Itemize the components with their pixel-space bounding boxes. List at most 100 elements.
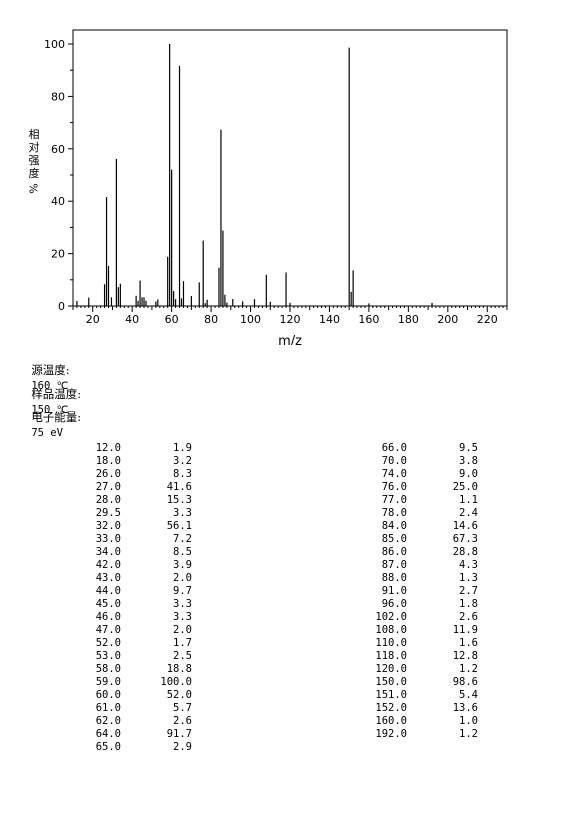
peak-abundance: 8.3: [173, 468, 192, 480]
peak-mz: 61.0: [95, 702, 121, 714]
peak-mz: 85.0: [381, 533, 407, 545]
sample-temperature: 样品温度: 150 ℃: [24, 372, 81, 416]
peak-table-row: 74.0 9.0: [374, 468, 478, 481]
peak-abundance: 1.2: [459, 728, 478, 740]
y-axis-label-unit: %: [27, 183, 41, 194]
peak-mz: 47.0: [95, 624, 121, 636]
peak-table-row: 34.0 8.5: [88, 546, 192, 559]
peak-table-row: 28.0 15.3: [88, 494, 192, 507]
peak-table-row: 52.0 1.7: [88, 637, 192, 650]
peak-abundance: 100.0: [160, 676, 192, 688]
peak-table-row: 46.0 3.3: [88, 611, 192, 624]
peak-mz: 42.0: [95, 559, 121, 571]
y-axis-label-char: 对: [28, 141, 40, 154]
peak-mz: 120.0: [375, 663, 407, 675]
peak-mz: 150.0: [375, 676, 407, 688]
peak-table-left: 12.0 1.9 18.0 3.2 26.0 8.3 27.0 41.6 28.0 15.3 29.…: [88, 442, 192, 754]
peak-table-right: 66.0 9.5 70.0 3.8 74.0 9.0 76.0 25.0 77.0 1.1 78.0…: [374, 442, 478, 741]
peak-abundance: 8.5: [173, 546, 192, 558]
peak-abundance: 91.7: [166, 728, 192, 740]
peak-abundance: 28.8: [452, 546, 478, 558]
peak-abundance: 13.6: [452, 702, 478, 714]
peak-table-row: 96.0 1.8: [374, 598, 478, 611]
peak-mz: 152.0: [375, 702, 407, 714]
peak-mz: 53.0: [95, 650, 121, 662]
peak-abundance: 3.3: [173, 598, 192, 610]
y-tick-label: 100: [44, 38, 65, 51]
peak-mz: 45.0: [95, 598, 121, 610]
peak-table-row: 70.0 3.8: [374, 455, 478, 468]
peak-table-row: 60.0 52.0: [88, 689, 192, 702]
peak-abundance: 7.2: [173, 533, 192, 545]
peak-mz: 60.0: [95, 689, 121, 701]
peak-abundance: 1.1: [459, 494, 478, 506]
peak-abundance: 1.8: [459, 598, 478, 610]
peak-table-row: 77.0 1.1: [374, 494, 478, 507]
peak-table-row: 64.0 91.7: [88, 728, 192, 741]
peak-bars: [76, 44, 433, 306]
peak-abundance: 1.0: [459, 715, 478, 727]
peak-abundance: 52.0: [166, 689, 192, 701]
peak-table-row: 47.0 2.0: [88, 624, 192, 637]
peak-table-row: 120.0 1.2: [374, 663, 478, 676]
peak-table-row: 58.0 18.8: [88, 663, 192, 676]
peak-mz: 44.0: [95, 585, 121, 597]
peak-table-row: 62.0 2.6: [88, 715, 192, 728]
peak-mz: 32.0: [95, 520, 121, 532]
peak-table-row: 29.5 3.3: [88, 507, 192, 520]
peak-mz: 27.0: [95, 481, 121, 493]
x-tick-label: 180: [398, 313, 419, 326]
peak-abundance: 1.3: [459, 572, 478, 584]
peak-table-row: 84.0 14.6: [374, 520, 478, 533]
x-tick-label: 200: [437, 313, 458, 326]
peak-mz: 160.0: [375, 715, 407, 727]
peak-abundance: 1.7: [173, 637, 192, 649]
peak-abundance: 2.6: [173, 715, 192, 727]
peak-abundance: 67.3: [452, 533, 478, 545]
peak-table-row: 88.0 1.3: [374, 572, 478, 585]
plot-frame: [72, 29, 508, 307]
peak-table-row: 44.0 9.7: [88, 585, 192, 598]
peak-table-row: 192.0 1.2: [374, 728, 478, 741]
y-tick-label: 60: [51, 143, 65, 156]
peak-abundance: 2.9: [173, 741, 192, 753]
peak-table-row: 91.0 2.7: [374, 585, 478, 598]
x-tick-label: 80: [204, 313, 218, 326]
peak-abundance: 2.0: [173, 572, 192, 584]
sample-temperature-value: 150 ℃: [31, 404, 69, 416]
peak-table-row: 59.0 100.0: [88, 676, 192, 689]
x-tick-label: 160: [358, 313, 379, 326]
peak-abundance: 41.6: [166, 481, 192, 493]
electron-energy-value: 75 eV: [31, 427, 63, 439]
peak-abundance: 1.2: [459, 663, 478, 675]
peak-table-row: 87.0 4.3: [374, 559, 478, 572]
peak-abundance: 14.6: [452, 520, 478, 532]
x-axis-label: m/z: [278, 334, 302, 345]
y-tick-label: 20: [51, 248, 65, 261]
peak-abundance: 15.3: [166, 494, 192, 506]
peak-table-row: 45.0 3.3: [88, 598, 192, 611]
peak-table-row: 85.0 67.3: [374, 533, 478, 546]
peak-mz: 26.0: [95, 468, 121, 480]
peak-mz: 46.0: [95, 611, 121, 623]
peak-mz: 65.0: [95, 741, 121, 753]
peak-mz: 29.5: [95, 507, 121, 519]
y-axis: 0 20 40 60 80 100: [44, 38, 73, 313]
peak-abundance: 2.6: [459, 611, 478, 623]
peak-abundance: 2.4: [459, 507, 478, 519]
peak-table-row: 26.0 8.3: [88, 468, 192, 481]
peak-abundance: 5.4: [459, 689, 478, 701]
source-temperature-value: 160 ℃: [31, 380, 69, 392]
peak-mz: 96.0: [381, 598, 407, 610]
peak-table-row: 42.0 3.9: [88, 559, 192, 572]
y-axis-label-char: 度: [28, 167, 40, 180]
peak-mz: 43.0: [95, 572, 121, 584]
peak-table-row: 110.0 1.6: [374, 637, 478, 650]
peak-abundance: 2.7: [459, 585, 478, 597]
peak-table-row: 32.0 56.1: [88, 520, 192, 533]
peak-abundance: 4.3: [459, 559, 478, 571]
peak-mz: 64.0: [95, 728, 121, 740]
peak-abundance: 3.3: [173, 507, 192, 519]
peak-table-row: 151.0 5.4: [374, 689, 478, 702]
